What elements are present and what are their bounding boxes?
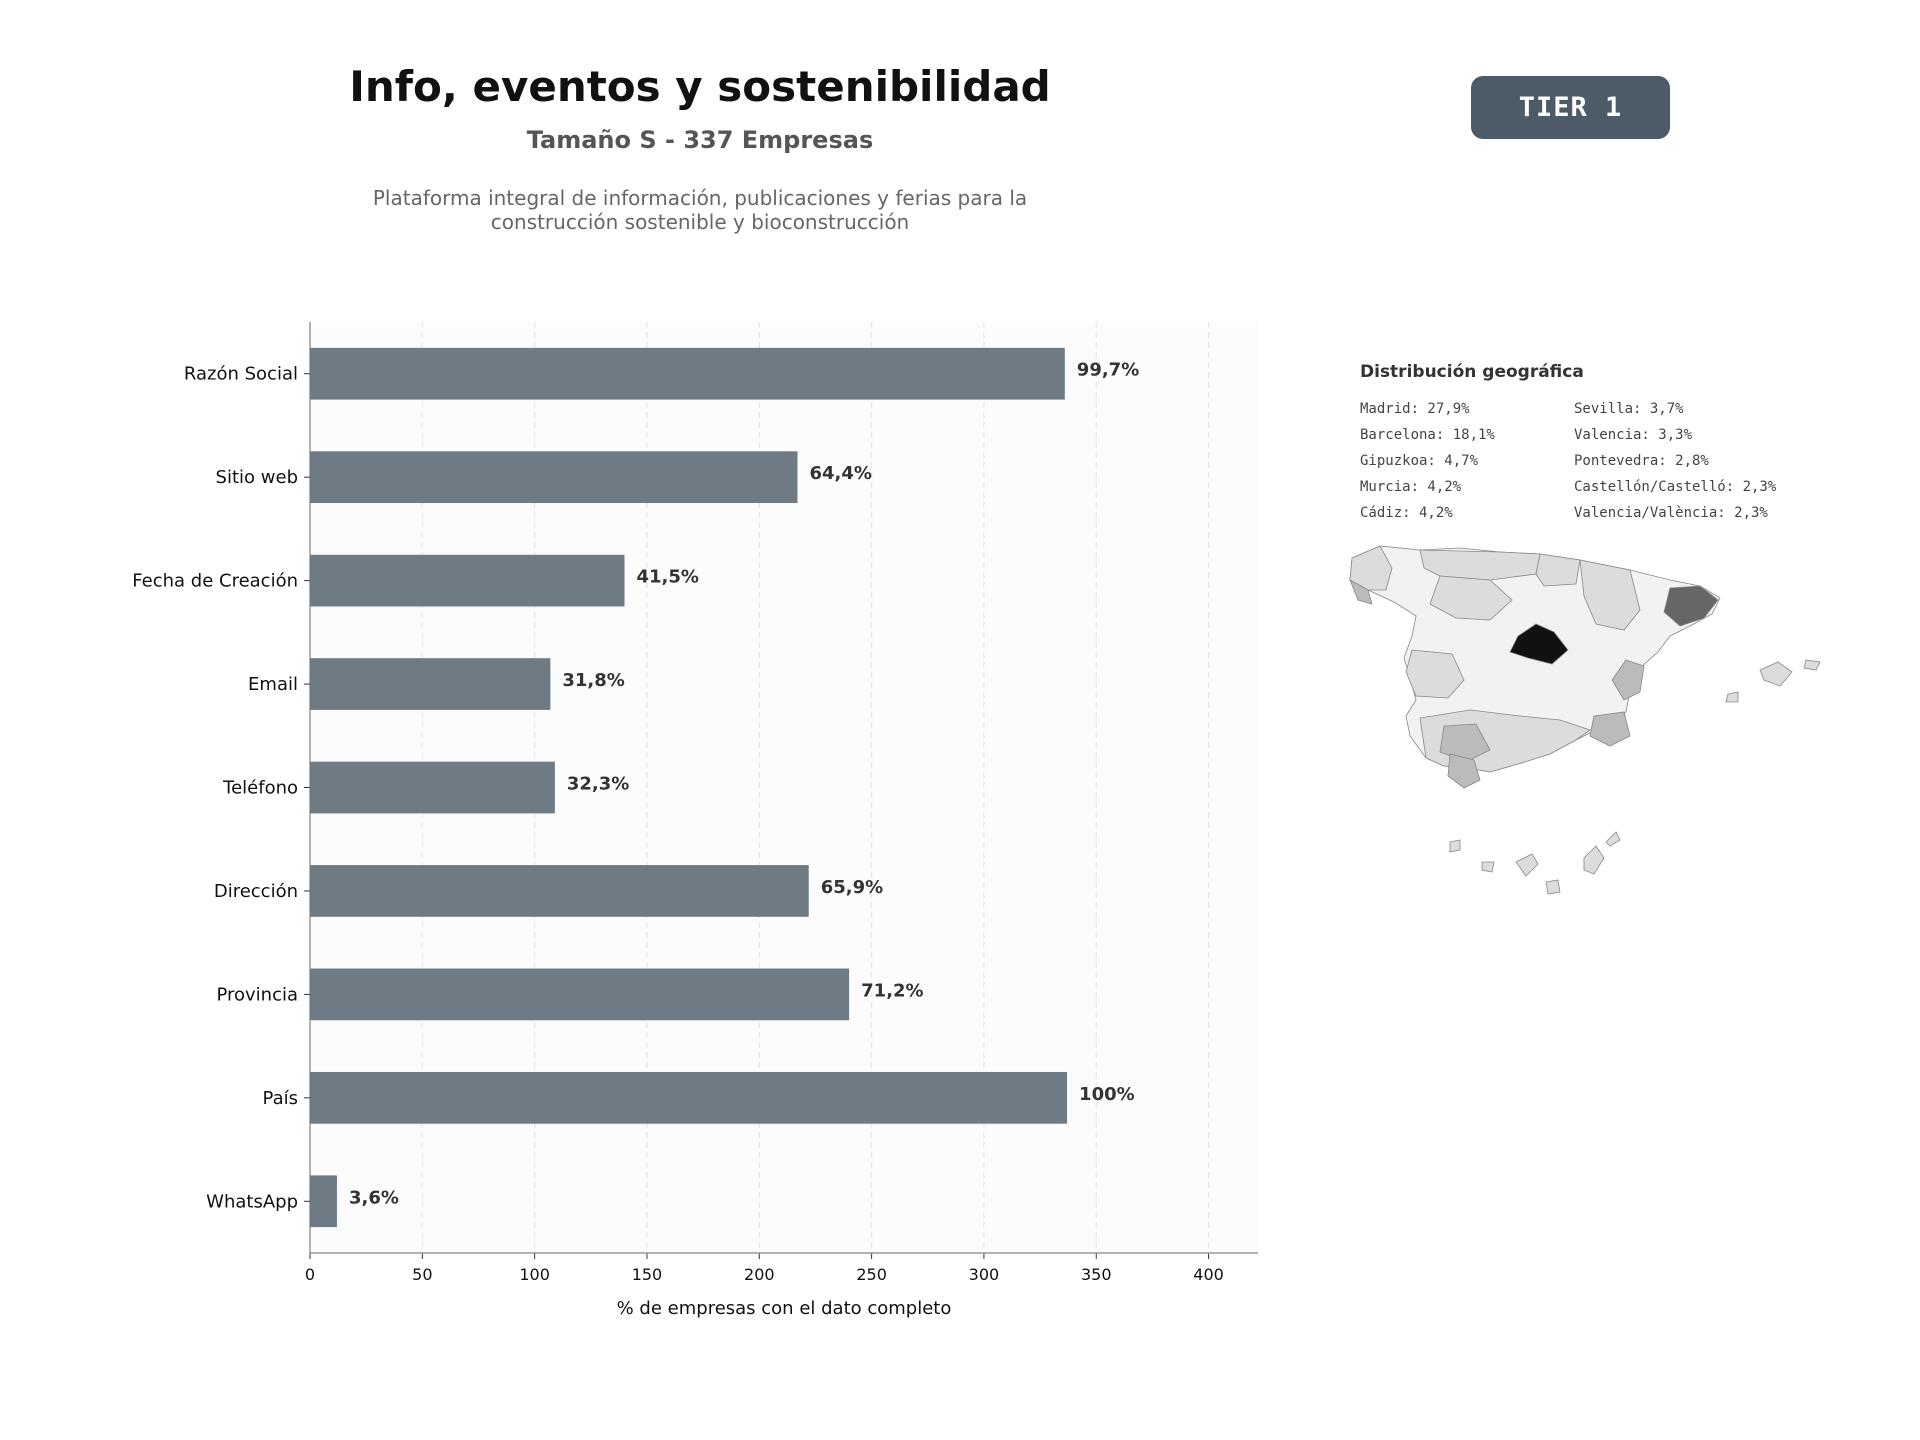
bar (310, 1071, 1068, 1124)
geo-list: Madrid: 27,9% Sevilla: 3,7% Barcelona: 1… (1360, 400, 1880, 522)
tier-badge: TIER 1 (1471, 76, 1670, 139)
geo-item: Valencia: 3,3% (1574, 427, 1693, 443)
data-label: 100% (1079, 1084, 1135, 1105)
description-line-2: construcción sostenible y bioconstrucció… (490, 210, 910, 234)
x-tick-label: 0 (305, 1265, 315, 1284)
data-label: 71,2% (861, 980, 923, 1001)
bar (310, 347, 1065, 400)
x-tick-label: 200 (744, 1265, 775, 1284)
map-region-canarias-6 (1449, 839, 1461, 853)
map-region-extremadura (1405, 649, 1465, 699)
map-region-menorca (1803, 659, 1821, 671)
geo-item: Sevilla: 3,7% (1574, 401, 1684, 417)
y-tick-label: Dirección (214, 881, 298, 902)
x-tick-label: 350 (1081, 1265, 1112, 1284)
y-tick-label: Sitio web (216, 467, 298, 488)
geo-item: Cádiz: 4,2% (1360, 505, 1453, 521)
map-region-murcia (1589, 711, 1631, 747)
map-region-canarias-2 (1481, 861, 1495, 873)
geo-item: Madrid: 27,9% (1360, 401, 1470, 417)
map-region-valencia (1611, 659, 1645, 701)
data-label: 3,6% (349, 1187, 399, 1208)
map-region-balearics (1759, 661, 1793, 687)
data-label: 41,5% (637, 567, 699, 588)
bar (310, 761, 555, 814)
spain-map (1349, 545, 1821, 895)
geo-item: Barcelona: 18,1% (1360, 427, 1495, 443)
data-label: 64,4% (809, 463, 871, 484)
map-regions (1349, 545, 1821, 895)
x-tick-label: 400 (1193, 1265, 1224, 1284)
geo-title: Distribución geográfica (1360, 362, 1584, 382)
data-label: 65,9% (821, 877, 883, 898)
bar-chart: 0 50 100 150 200 250 300 350 400 Razón Social 99,7… (132, 322, 1258, 1319)
x-axis-label: % de empresas con el dato completo (617, 1298, 952, 1319)
data-label: 32,3% (567, 774, 629, 795)
map-region-sevilla (1439, 723, 1491, 763)
description-line-1: Plataforma integral de información, publ… (372, 186, 1028, 210)
chart-subtitle: Tamaño S - 337 Empresas (526, 126, 874, 154)
x-tick-label: 50 (412, 1265, 432, 1284)
map-region-gipuzkoa (1535, 553, 1581, 587)
bar (310, 968, 850, 1021)
bar (310, 451, 798, 504)
map-region-pontevedra (1349, 579, 1373, 605)
y-tick-label: Fecha de Creación (132, 571, 298, 592)
map-region-canarias-5 (1605, 831, 1621, 847)
map-region-castilla (1429, 575, 1513, 621)
chart-title: Info, eventos y sostenibilidad (349, 62, 1051, 111)
y-tick-label: WhatsApp (206, 1191, 298, 1212)
map-region-aragon (1579, 559, 1641, 631)
map-region-ibiza (1725, 691, 1739, 703)
map-region-north (1419, 549, 1541, 581)
x-tick-label: 250 (856, 1265, 887, 1284)
map-region-canarias-4 (1583, 845, 1605, 875)
x-tick-label: 150 (632, 1265, 663, 1284)
map-region-madrid (1509, 623, 1569, 665)
geo-item: Castellón/Castelló: 2,3% (1574, 479, 1777, 495)
data-label: 99,7% (1077, 360, 1139, 381)
map-region-cadiz (1447, 753, 1481, 789)
map-region-canarias-1 (1515, 853, 1539, 877)
bar (310, 658, 551, 710)
map-region-canarias-3 (1545, 879, 1561, 895)
geo-item: Gipuzkoa: 4,7% (1360, 453, 1479, 469)
bar (310, 1175, 337, 1228)
bar (310, 554, 625, 607)
x-tick-label: 300 (969, 1265, 1000, 1284)
geo-item: Pontevedra: 2,8% (1574, 453, 1709, 469)
y-tick-label: Teléfono (222, 778, 298, 799)
data-label: 31,8% (562, 670, 624, 691)
y-tick-label: País (263, 1088, 298, 1109)
bar (310, 865, 809, 917)
y-tick-label: Email (248, 674, 298, 695)
geo-item: Valencia/València: 2,3% (1574, 505, 1768, 521)
chart-description: Plataforma integral de información, publ… (300, 186, 1100, 234)
y-tick-label: Razón Social (184, 364, 298, 385)
geo-item: Murcia: 4,2% (1360, 479, 1462, 495)
map-region-barcelona (1663, 585, 1719, 627)
y-tick-label: Provincia (216, 984, 298, 1005)
x-tick-label: 100 (519, 1265, 550, 1284)
